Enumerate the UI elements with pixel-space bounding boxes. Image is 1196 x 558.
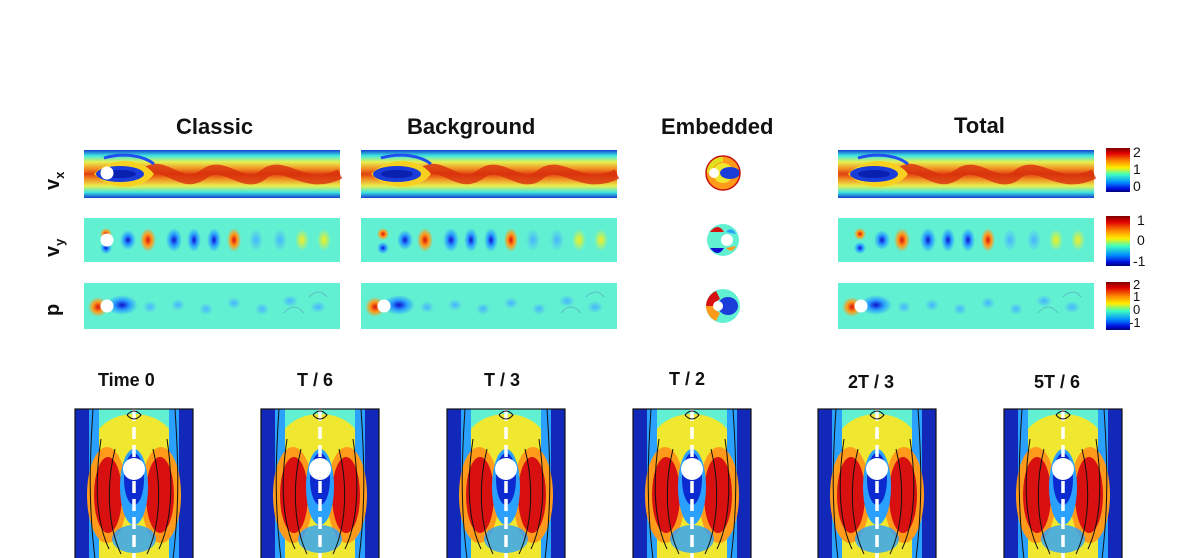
- time-label-0: Time 0: [98, 370, 155, 390]
- snapshot-t-2: [631, 407, 753, 558]
- column-header-classic: Classic: [176, 114, 254, 139]
- time-label-4: 2T / 3: [848, 372, 895, 392]
- snapshot-t-6: [259, 407, 381, 558]
- panel-classic-p: [83, 282, 341, 330]
- time-label-2: T / 3: [484, 370, 521, 390]
- colorbar-vy-tick: 1: [1137, 212, 1145, 228]
- column-header-total: Total: [954, 113, 1005, 138]
- panel-classic-vy: [84, 218, 340, 262]
- cylinder-marker: [100, 299, 114, 313]
- panel-background-vx: [361, 150, 617, 198]
- colorbar-vy-tick: 0: [1137, 232, 1145, 248]
- time-label-1: T / 6: [297, 370, 334, 390]
- snapshot-2t-3: [816, 407, 938, 558]
- colorbar-p-tick: 1: [1133, 289, 1141, 304]
- cylinder-marker: [100, 233, 114, 247]
- panel-total-vy: [838, 218, 1094, 262]
- colorbar-vx: [1106, 148, 1130, 192]
- panel-embedded-vy: [707, 224, 739, 256]
- panel-embedded-vx: [705, 155, 741, 191]
- time-label-5: 5T / 6: [1034, 372, 1081, 392]
- panel-background-vy: [361, 218, 617, 262]
- cylinder-marker: [854, 299, 868, 313]
- panel-total-p: [837, 282, 1095, 330]
- snapshot-t-3: [445, 407, 567, 558]
- panel-background-p: [360, 282, 618, 330]
- panel-embedded-p: [706, 289, 740, 323]
- colorbar-vy: [1106, 216, 1130, 266]
- column-header-embedded: Embedded: [661, 114, 774, 139]
- colorbar-p-tick: 0: [1133, 302, 1141, 317]
- colorbar-vx-tick: 0: [1133, 178, 1141, 194]
- colorbar-vx-tick: 2: [1133, 144, 1141, 160]
- time-label-3: T / 2: [669, 369, 706, 389]
- colorbar-p: [1106, 282, 1130, 330]
- colorbar-p-tick: -1: [1129, 315, 1141, 330]
- panel-classic-vx: [84, 150, 340, 198]
- colorbar-vy-tick: -1: [1133, 253, 1146, 269]
- column-header-background: Background: [407, 114, 536, 139]
- cylinder-marker: [100, 166, 114, 180]
- panel-total-vx: [838, 150, 1094, 198]
- colorbar-vx-tick: 1: [1133, 161, 1141, 177]
- colorbar-p-tick: 2: [1133, 277, 1141, 292]
- cylinder-marker: [377, 299, 391, 313]
- snapshot-time-0: [73, 407, 195, 558]
- snapshot-5t-6: [1002, 407, 1124, 558]
